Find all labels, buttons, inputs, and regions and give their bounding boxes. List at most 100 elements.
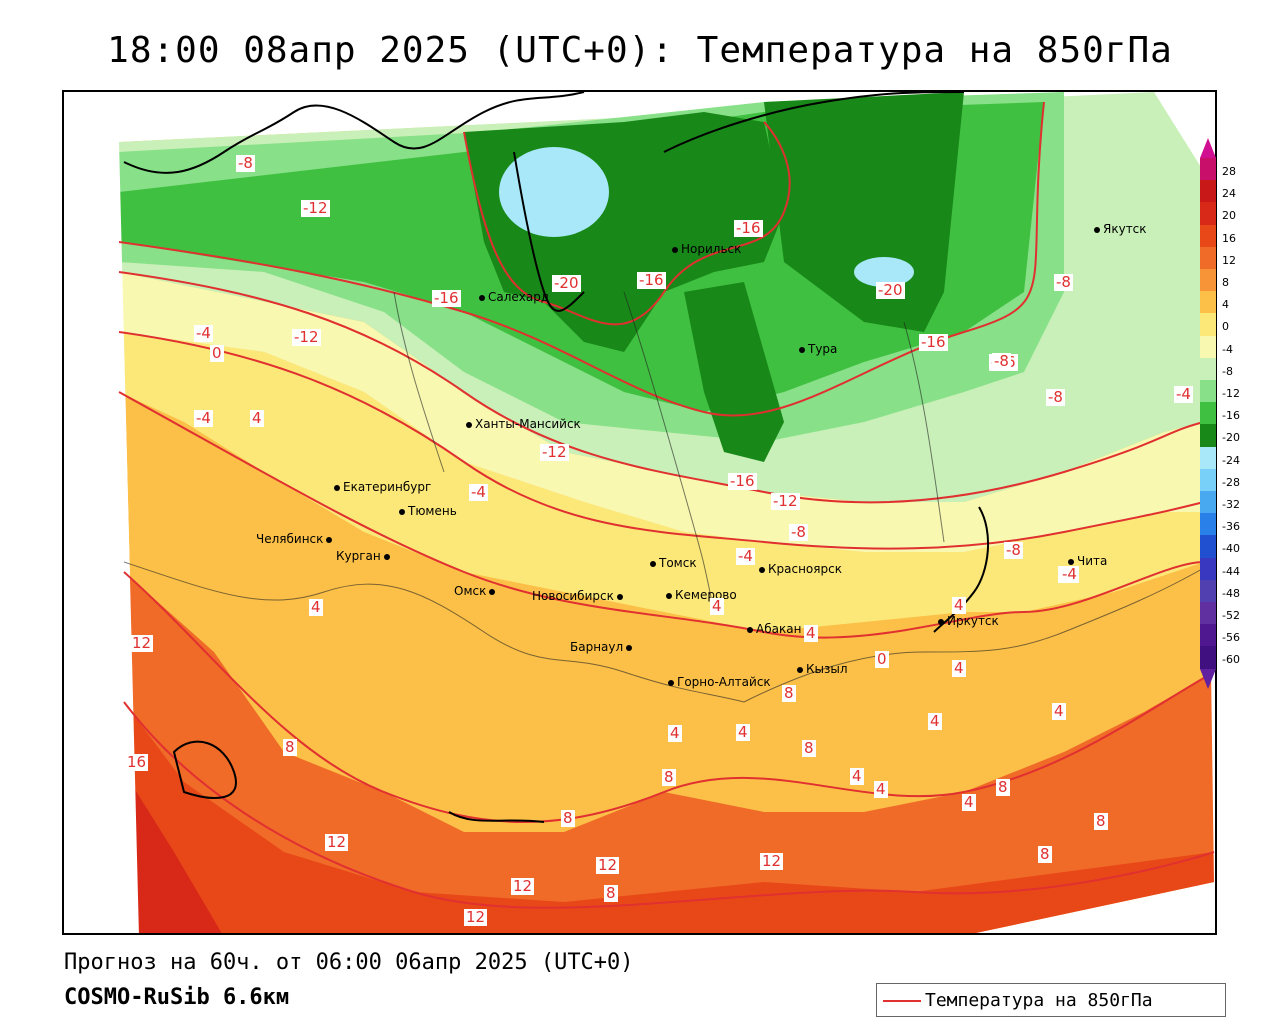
- contour-label: 12: [511, 877, 535, 895]
- isotherm-8: [123, 701, 1215, 909]
- contour-label: 4: [874, 780, 888, 798]
- colorbar-tick-label: 16: [1222, 231, 1236, 245]
- city-marker-icon: [668, 679, 674, 686]
- colorbar-segment: [1200, 158, 1216, 181]
- contour-label: 4: [309, 598, 323, 616]
- colorbar-segment: [1200, 202, 1216, 226]
- colorbar-segment: [1200, 491, 1216, 514]
- city-marker-icon: [797, 666, 803, 673]
- city-krasnoyarsk: Красноярск: [759, 562, 842, 576]
- contour-label: -16: [637, 271, 666, 289]
- colorbar-tick-label: -40: [1222, 542, 1240, 556]
- contour-label: 8: [662, 768, 676, 786]
- isotherm-minus16: [463, 121, 791, 326]
- city-barnaul: Барнаул: [570, 640, 635, 654]
- colorbar-tick-label: -32: [1222, 498, 1240, 511]
- aral-sea: [172, 740, 237, 799]
- cold-pocket-east: [854, 257, 914, 287]
- city-marker-icon: [326, 536, 333, 543]
- contour-label: 0: [210, 344, 224, 362]
- band-0-4: [119, 332, 1204, 632]
- colorbar-segment: [1200, 446, 1216, 470]
- band-minus20-minus16-tongue: [684, 282, 784, 462]
- isotherm-minus4: [118, 331, 1205, 550]
- colorbar-segment: [1200, 246, 1216, 270]
- contour-label: -16: [734, 219, 763, 237]
- city-kurgan: Курган: [336, 549, 393, 563]
- city-yakutsk: Якутск: [1094, 222, 1147, 236]
- city-label: Норильск: [681, 242, 742, 256]
- colorbar-segment: [1200, 180, 1216, 203]
- city-label: Барнаул: [570, 640, 624, 654]
- region-border-1: [393, 291, 445, 473]
- band-12-16: [124, 702, 1214, 933]
- contour-label: 12: [596, 856, 620, 874]
- map-area: Якутск Норильск Салехард Тура Ханты-Манс…: [62, 90, 1217, 935]
- colorbar-tick-label: -48: [1222, 586, 1240, 600]
- contour-label: 8: [996, 778, 1010, 796]
- contour-label: -12: [301, 199, 330, 217]
- city-tomsk: Томск: [650, 556, 697, 570]
- city-marker-icon: [334, 484, 340, 491]
- coastline-arctic: [123, 92, 585, 174]
- legend-label: Температура на 850гПа: [925, 990, 1153, 1011]
- contour-label: -12: [292, 328, 321, 346]
- city-label: Красноярск: [768, 562, 842, 576]
- city-marker-icon: [672, 246, 678, 253]
- city-marker-icon: [1094, 226, 1100, 233]
- city-marker-icon: [489, 588, 496, 595]
- city-label: Омск: [454, 584, 487, 598]
- colorbar-tick-label: 20: [1222, 209, 1236, 223]
- city-label: Чита: [1077, 554, 1108, 568]
- cold-pocket-north: [499, 147, 609, 237]
- city-label: Тюмень: [408, 504, 457, 518]
- colorbar-segment: [1200, 646, 1216, 670]
- city-marker-icon: [747, 626, 753, 633]
- city-label: Екатеринбург: [343, 480, 432, 494]
- city-marker-icon: [383, 553, 390, 560]
- contour-label: -4: [1174, 385, 1193, 403]
- contour-label: -4: [194, 409, 213, 427]
- colorbar-tick-label: -52: [1222, 609, 1240, 622]
- contour-label: -16: [728, 472, 757, 490]
- lake-balkhash: [448, 811, 545, 823]
- city-norilsk: Норильск: [672, 242, 741, 256]
- contour-label: 8: [283, 738, 297, 756]
- city-abakan: Абакан: [747, 622, 801, 636]
- contour-label: 8: [1094, 812, 1108, 830]
- outside-domain-br: [976, 882, 1215, 933]
- city-marker-icon: [938, 618, 944, 625]
- lake-baikal: [933, 506, 990, 633]
- outside-domain-tl: [64, 92, 444, 142]
- city-marker-icon: [666, 592, 672, 599]
- city-label: Челябинск: [256, 532, 324, 546]
- colorbar-segment: [1200, 402, 1216, 425]
- contour-label: 8: [561, 809, 575, 827]
- colorbar-tick-label: -56: [1222, 631, 1240, 645]
- colorbar-segment: [1200, 513, 1216, 536]
- contour-label: 4: [850, 767, 864, 785]
- city-novosibirsk: Новосибирск: [532, 589, 626, 603]
- city-label: Кызыл: [806, 662, 848, 676]
- city-marker-icon: [1068, 558, 1074, 565]
- city-label: Новосибирск: [532, 589, 614, 603]
- city-tura: Тура: [799, 342, 837, 356]
- isotherm-minus12: [118, 101, 1045, 417]
- contour-label: 8: [782, 684, 796, 702]
- coastline-yamal: [513, 151, 585, 312]
- contour-label: -8: [1046, 388, 1065, 406]
- city-marker-icon: [479, 294, 485, 301]
- city-marker-icon: [466, 421, 472, 428]
- colorbar-tick-label: 0: [1222, 320, 1229, 334]
- colorbar-max-arrow-icon: [1200, 138, 1216, 158]
- colorbar-tick-label: -36: [1222, 520, 1240, 534]
- contour-label: 12: [130, 634, 154, 652]
- contour-label: 4: [928, 712, 942, 730]
- map-legend: Температура на 850гПа: [876, 983, 1226, 1017]
- city-kyzyl: Кызыл: [797, 662, 848, 676]
- band-minus4-0: [119, 272, 1204, 552]
- colorbar-tick-label: -4: [1222, 342, 1233, 356]
- city-label: Кемерово: [675, 588, 737, 602]
- contour-label: 12: [325, 833, 349, 851]
- colorbar-segment: [1200, 624, 1216, 647]
